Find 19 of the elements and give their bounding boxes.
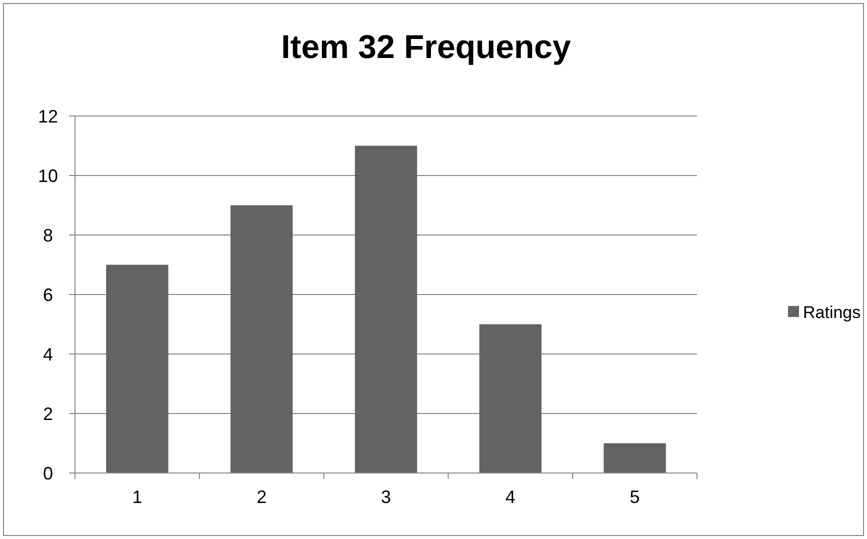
bar (479, 324, 542, 473)
y-tick-label: 8 (42, 225, 54, 246)
y-tick-label: 10 (38, 166, 58, 186)
x-tick-label: 2 (256, 487, 267, 507)
x-tick-label: 1 (132, 487, 142, 507)
y-tick-label: 4 (42, 344, 54, 364)
x-tick-label: 5 (630, 487, 640, 507)
bar (604, 443, 666, 473)
bar (354, 146, 418, 473)
bar (106, 264, 168, 473)
y-tick-label: 6 (42, 284, 54, 305)
y-tick-label: 12 (38, 106, 58, 126)
y-tick-label: 0 (42, 463, 54, 484)
x-tick-label: 3 (380, 487, 392, 507)
legend-label: Ratings (803, 302, 861, 322)
chart-title: Item 32 Frequency (281, 28, 572, 65)
x-tick-label: 4 (505, 487, 516, 507)
bar (230, 205, 293, 473)
y-tick-label: 2 (42, 404, 54, 424)
